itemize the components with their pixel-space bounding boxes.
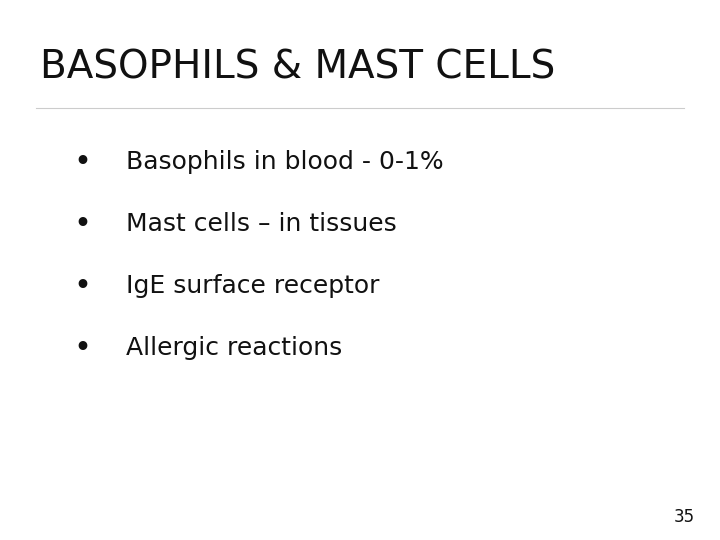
Text: 35: 35	[674, 509, 695, 526]
Text: BASOPHILS & MAST CELLS: BASOPHILS & MAST CELLS	[40, 49, 555, 86]
Text: IgE surface receptor: IgE surface receptor	[126, 274, 379, 298]
Text: Mast cells – in tissues: Mast cells – in tissues	[126, 212, 397, 236]
Text: Allergic reactions: Allergic reactions	[126, 336, 342, 360]
Text: •: •	[75, 150, 91, 174]
Text: •: •	[75, 212, 91, 236]
Text: •: •	[75, 336, 91, 360]
Text: Basophils in blood - 0-1%: Basophils in blood - 0-1%	[126, 150, 444, 174]
Text: •: •	[75, 274, 91, 298]
